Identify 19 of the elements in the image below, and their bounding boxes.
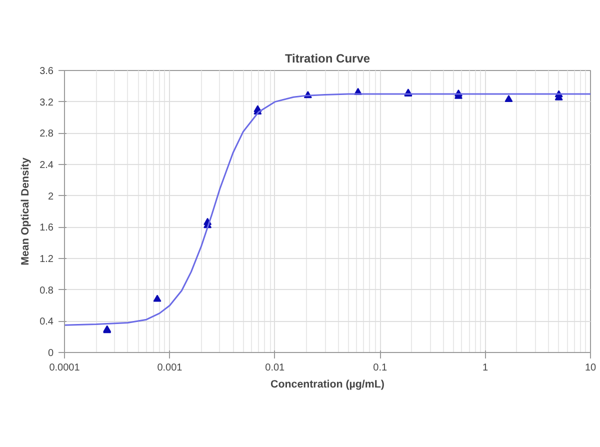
y-tick-label: 0.4: [40, 316, 54, 328]
y-tick-label: 3.2: [40, 97, 54, 108]
y-tick-label: 2.8: [40, 128, 54, 140]
x-tick-label: 0.1: [373, 362, 388, 374]
x-tick-label: 10: [584, 362, 596, 374]
x-tick-label: 0.0001: [49, 362, 80, 374]
y-tick-label: 2.4: [40, 160, 54, 171]
y-tick-label: 0.8: [40, 285, 54, 296]
x-tick-label: 1: [482, 362, 489, 374]
y-tick-label: 3.6: [40, 66, 54, 77]
y-tick-label: 0: [48, 348, 54, 359]
x-axis-title: Concentration (µg/mL): [270, 378, 385, 390]
y-tick-label: 1.6: [40, 222, 54, 234]
x-tick-label: 0.001: [157, 362, 183, 374]
y-tick-label: 1.2: [40, 254, 54, 265]
x-tick-label: 0.01: [265, 362, 286, 374]
y-tick-label: 2: [48, 191, 54, 202]
chart-title: Titration Curve: [284, 52, 370, 66]
y-axis-title: Mean Optical Density: [20, 158, 32, 266]
